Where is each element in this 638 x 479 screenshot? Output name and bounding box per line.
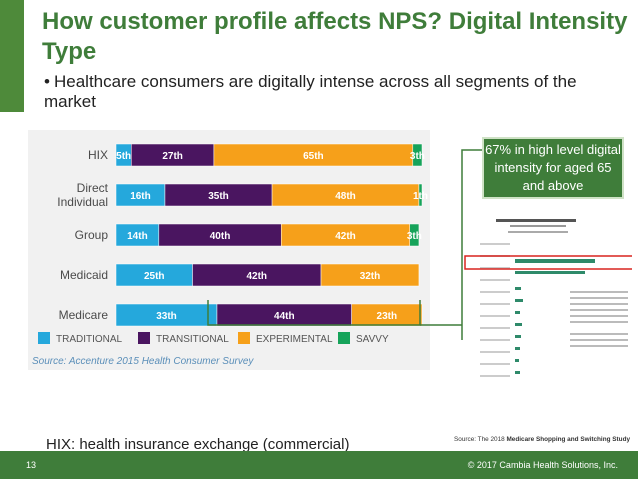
legend-swatch <box>138 332 150 344</box>
accent-bar <box>0 0 24 112</box>
data-label: 48th <box>335 191 356 202</box>
bullet-label: Healthcare consumers are digitally inten… <box>44 72 577 111</box>
bar-segment <box>412 143 423 167</box>
bullet-text: • Healthcare consumers are digitally inte… <box>44 72 624 112</box>
bar-segment <box>418 183 423 207</box>
legend-swatch <box>338 332 350 344</box>
category-label: HIX <box>88 148 108 162</box>
bar-segment <box>320 263 420 287</box>
data-label: 32th <box>360 271 381 282</box>
data-label: 65th <box>303 151 324 162</box>
study-thumbnail <box>460 215 634 429</box>
copyright: © 2017 Cambia Health Solutions, Inc. <box>467 460 618 470</box>
category-label: Group <box>75 228 109 242</box>
category-label: Direct <box>77 181 109 195</box>
callout-box: 67% in high level digital intensity for … <box>482 137 624 199</box>
data-label: 25th <box>144 271 165 282</box>
footnote: HIX: health insurance exchange (commerci… <box>46 436 350 453</box>
legend-label: SAVVY <box>356 334 389 345</box>
study-source: Source: The 2018 Medicare Shopping and S… <box>454 436 638 444</box>
data-label: 44th <box>274 311 295 322</box>
data-label: 23th <box>377 311 398 322</box>
data-label: 1th <box>413 191 428 202</box>
legend-label: EXPERIMENTAL <box>256 334 333 345</box>
chart-panel: HIX 5th 27th 65th 3th Direct Individual 16th 35t… <box>28 130 430 370</box>
data-label: 27th <box>162 151 183 162</box>
study-source-prefix: Source: The 2018 <box>454 436 507 443</box>
data-label: 3th <box>407 231 422 242</box>
legend-swatch <box>238 332 250 344</box>
legend-label: TRADITIONAL <box>56 334 123 345</box>
chart-source: Source: Accenture 2015 Health Consumer S… <box>32 356 254 367</box>
data-label: 3th <box>410 151 425 162</box>
slide-title: How customer profile affects NPS? Digita… <box>42 8 628 65</box>
data-label: 42th <box>246 271 267 282</box>
footer-bar <box>0 451 638 479</box>
page-number: 13 <box>26 460 37 470</box>
data-label: 5th <box>116 151 131 162</box>
legend-swatch <box>38 332 50 344</box>
data-label: 33th <box>156 311 177 322</box>
data-label: 35th <box>208 191 229 202</box>
category-label: Medicaid <box>60 268 108 282</box>
category-label: Individual <box>57 195 108 209</box>
bullet-dot: • <box>44 72 50 91</box>
data-label: 16th <box>130 191 151 202</box>
data-label: 40th <box>210 231 231 242</box>
category-label: Medicare <box>59 308 109 322</box>
data-label: 14th <box>127 231 148 242</box>
legend-label: TRANSITIONAL <box>156 334 229 345</box>
bar-segment <box>409 223 420 247</box>
study-source-title: Medicare Shopping and Switching Study <box>506 436 631 443</box>
data-label: 42th <box>335 231 356 242</box>
study-thumbnail-graphic <box>464 219 634 377</box>
